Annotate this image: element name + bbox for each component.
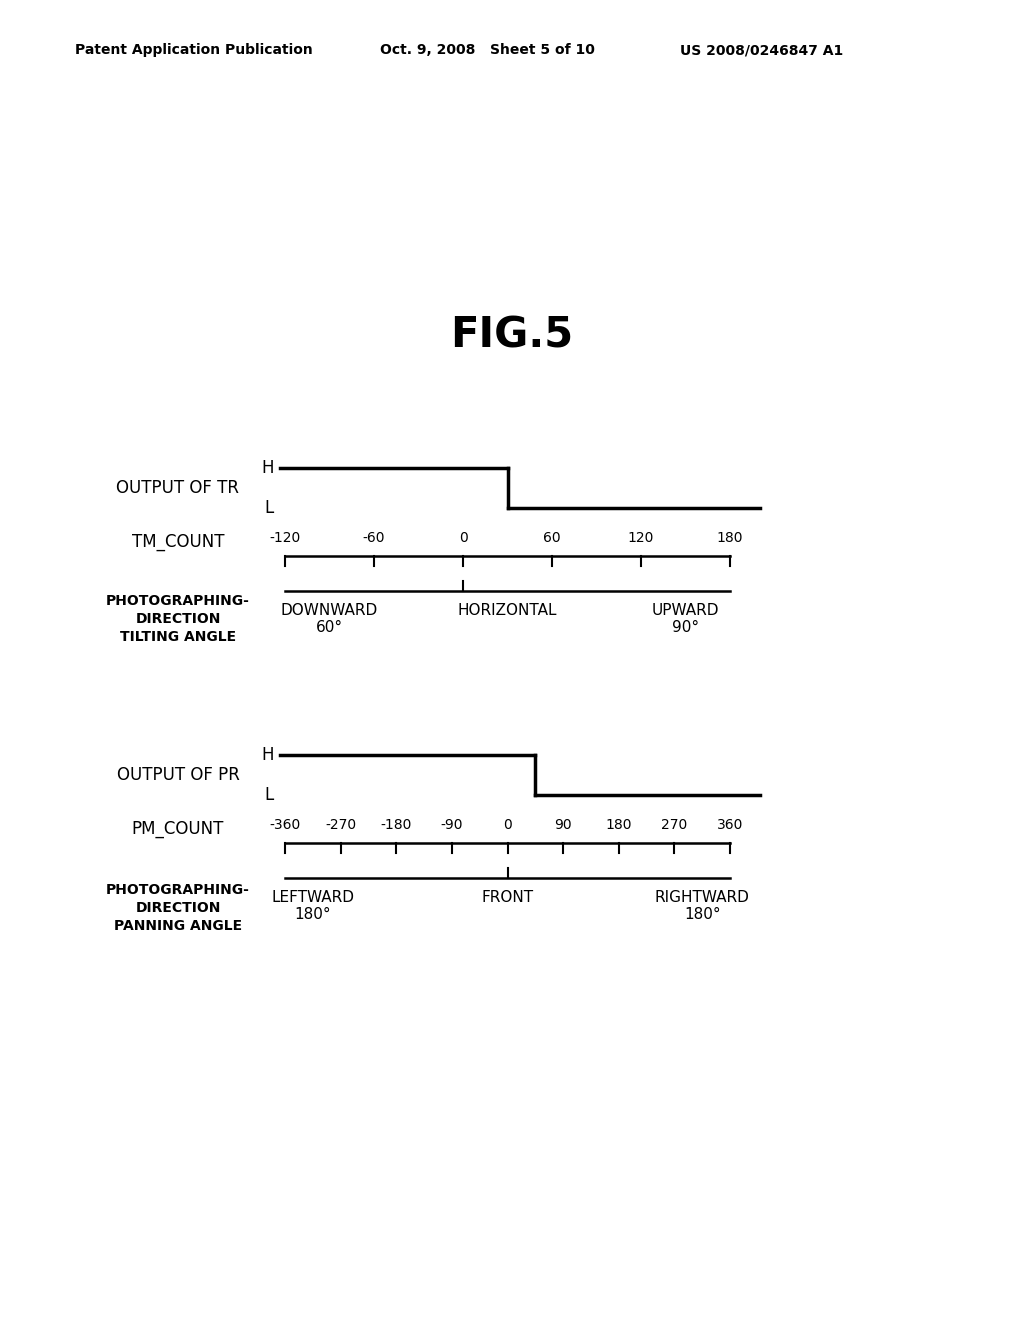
Text: PHOTOGRAPHING-
DIRECTION
TILTING ANGLE: PHOTOGRAPHING- DIRECTION TILTING ANGLE — [106, 594, 250, 644]
Text: PM_COUNT: PM_COUNT — [132, 820, 224, 838]
Text: OUTPUT OF PR: OUTPUT OF PR — [117, 766, 240, 784]
Text: 120: 120 — [628, 531, 654, 545]
Text: PHOTOGRAPHING-
DIRECTION
PANNING ANGLE: PHOTOGRAPHING- DIRECTION PANNING ANGLE — [106, 883, 250, 933]
Text: 0: 0 — [459, 531, 467, 545]
Text: 60: 60 — [543, 531, 561, 545]
Text: OUTPUT OF TR: OUTPUT OF TR — [117, 479, 240, 498]
Text: -60: -60 — [362, 531, 385, 545]
Text: 90: 90 — [554, 818, 572, 832]
Text: Oct. 9, 2008   Sheet 5 of 10: Oct. 9, 2008 Sheet 5 of 10 — [380, 44, 595, 57]
Text: Patent Application Publication: Patent Application Publication — [75, 44, 312, 57]
Text: UPWARD
90°: UPWARD 90° — [651, 603, 719, 635]
Text: HORIZONTAL: HORIZONTAL — [458, 603, 557, 618]
Text: 360: 360 — [717, 818, 743, 832]
Text: L: L — [265, 785, 274, 804]
Text: RIGHTWARD
180°: RIGHTWARD 180° — [654, 890, 750, 923]
Text: H: H — [261, 459, 274, 477]
Text: DOWNWARD
60°: DOWNWARD 60° — [281, 603, 378, 635]
Text: 270: 270 — [662, 818, 687, 832]
Text: L: L — [265, 499, 274, 517]
Text: -120: -120 — [269, 531, 301, 545]
Text: TM_COUNT: TM_COUNT — [132, 533, 224, 550]
Text: -90: -90 — [440, 818, 463, 832]
Text: FRONT: FRONT — [481, 890, 534, 906]
Text: -360: -360 — [269, 818, 301, 832]
Text: US 2008/0246847 A1: US 2008/0246847 A1 — [680, 44, 843, 57]
Text: 0: 0 — [503, 818, 512, 832]
Text: FIG.5: FIG.5 — [451, 314, 573, 356]
Text: 180: 180 — [605, 818, 632, 832]
Text: -180: -180 — [381, 818, 412, 832]
Text: LEFTWARD
180°: LEFTWARD 180° — [271, 890, 354, 923]
Text: -270: -270 — [325, 818, 356, 832]
Text: H: H — [261, 746, 274, 764]
Text: 180: 180 — [717, 531, 743, 545]
